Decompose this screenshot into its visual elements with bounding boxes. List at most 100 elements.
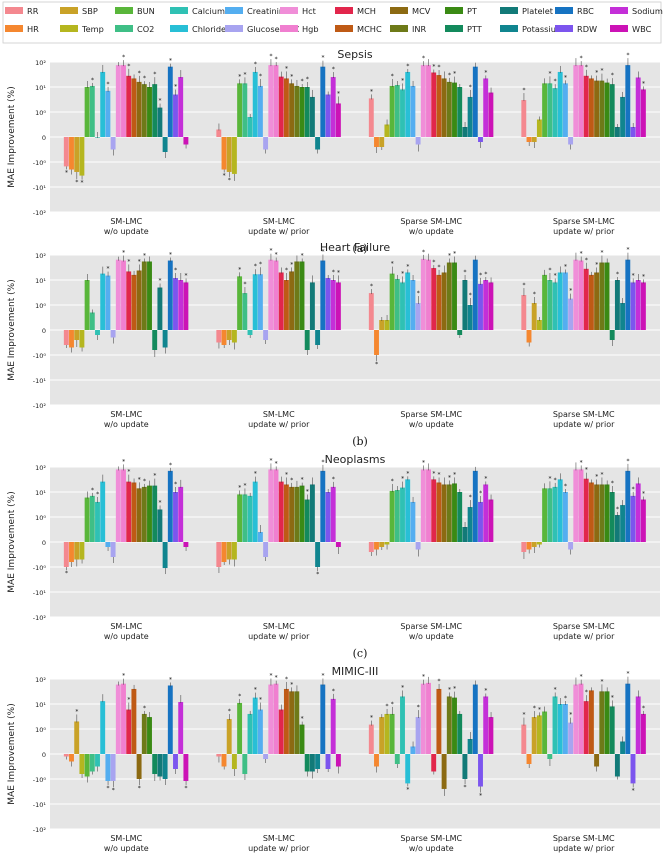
bar (141, 486, 147, 542)
bar (620, 505, 626, 542)
legend-label: MCHC (357, 24, 382, 34)
significance-star: * (269, 673, 272, 680)
significance-star: * (432, 259, 435, 266)
significance-star: * (153, 473, 156, 480)
bar (457, 713, 463, 754)
significance-star: * (321, 673, 324, 680)
panels: Sepsis 10² 10¹ 10⁰ 0 -10⁰ -10¹ -10² MAE Improvem… (7, 48, 660, 853)
bar (462, 527, 468, 542)
bar (252, 481, 258, 542)
bar (147, 485, 152, 542)
legend: RR HR SBP Temp BUN CO2 Calcium Chloride Creatini… (2, 1, 663, 44)
bar (105, 542, 111, 547)
chart-title: Neoplasms (325, 453, 386, 466)
bar (384, 542, 390, 545)
legend-label: RBC (577, 6, 594, 16)
significance-star: * (332, 688, 335, 695)
significance-star: * (469, 292, 472, 299)
bar (635, 696, 641, 754)
group-label: Sparse SM-LMC update w/ prior (553, 622, 615, 641)
bar (531, 542, 537, 547)
y-tick-label: 10¹ (35, 277, 46, 285)
bar (542, 488, 548, 542)
bar (446, 262, 452, 330)
significance-star: * (626, 458, 629, 465)
bar (526, 754, 532, 764)
bar (583, 701, 589, 754)
bar (89, 85, 95, 137)
bar (405, 754, 411, 784)
bar (536, 320, 542, 330)
bar (299, 87, 305, 137)
bar (594, 272, 600, 330)
significance-star: * (479, 793, 482, 800)
significance-star: * (386, 703, 389, 710)
bar (552, 88, 558, 137)
bar (330, 698, 336, 754)
bar (368, 542, 374, 552)
bar (79, 542, 85, 560)
bar (257, 709, 263, 754)
bar (452, 82, 457, 137)
significance-star: * (554, 686, 557, 693)
legend-label: Glucose POC (247, 24, 300, 34)
bar (568, 137, 574, 145)
bar (562, 704, 568, 754)
chart-panel: MIMIC-III 10² 10¹ 10⁰ 0 -10⁰ -10¹ -10² MAE Impro… (7, 665, 660, 853)
bar (304, 330, 310, 350)
y-tick-label: -10¹ (33, 184, 47, 192)
bar (441, 272, 447, 330)
significance-star: * (254, 263, 257, 270)
bar (95, 754, 100, 767)
bar (89, 754, 95, 772)
y-axis-label: MAE Improvement (%) (7, 279, 17, 380)
bar (74, 330, 80, 340)
bar (237, 83, 243, 137)
bar (374, 330, 379, 355)
legend-swatch (500, 25, 518, 32)
significance-star: * (453, 71, 456, 78)
bar (410, 746, 416, 754)
bar (483, 78, 489, 137)
significance-star: * (595, 473, 598, 480)
bar (69, 754, 74, 762)
bar (640, 282, 646, 330)
chart-panel: Sepsis 10² 10¹ 10⁰ 0 -10⁰ -10¹ -10² MAE Improvem… (7, 48, 660, 255)
bar (557, 479, 563, 542)
legend-swatch (555, 25, 573, 32)
significance-star: * (285, 471, 288, 478)
bar (368, 293, 374, 330)
bar (63, 754, 69, 757)
bar (115, 684, 121, 754)
bar (604, 691, 610, 754)
bar (400, 89, 405, 137)
bar (178, 280, 184, 330)
significance-star: * (290, 73, 293, 80)
bar (136, 488, 142, 542)
bar (452, 697, 457, 754)
bar (400, 696, 405, 754)
significance-star: * (143, 252, 146, 259)
bar (84, 754, 90, 777)
bar (136, 81, 142, 137)
bar (173, 754, 178, 769)
significance-star: * (642, 80, 645, 87)
bar (178, 702, 184, 754)
bar (547, 83, 553, 137)
legend-label: SBP (82, 6, 98, 16)
significance-star: * (406, 470, 409, 477)
significance-star: * (174, 481, 177, 488)
legend-label: Hct (302, 6, 317, 16)
bar (488, 92, 494, 137)
legend-swatch (5, 25, 23, 32)
legend-swatch (610, 25, 628, 32)
bar (263, 330, 269, 340)
bar (141, 713, 147, 754)
bar (221, 137, 227, 170)
significance-star: * (585, 257, 588, 264)
bar (467, 96, 473, 137)
bar (594, 80, 600, 137)
significance-star: * (107, 266, 110, 273)
bar (216, 330, 222, 343)
bar (100, 71, 106, 137)
